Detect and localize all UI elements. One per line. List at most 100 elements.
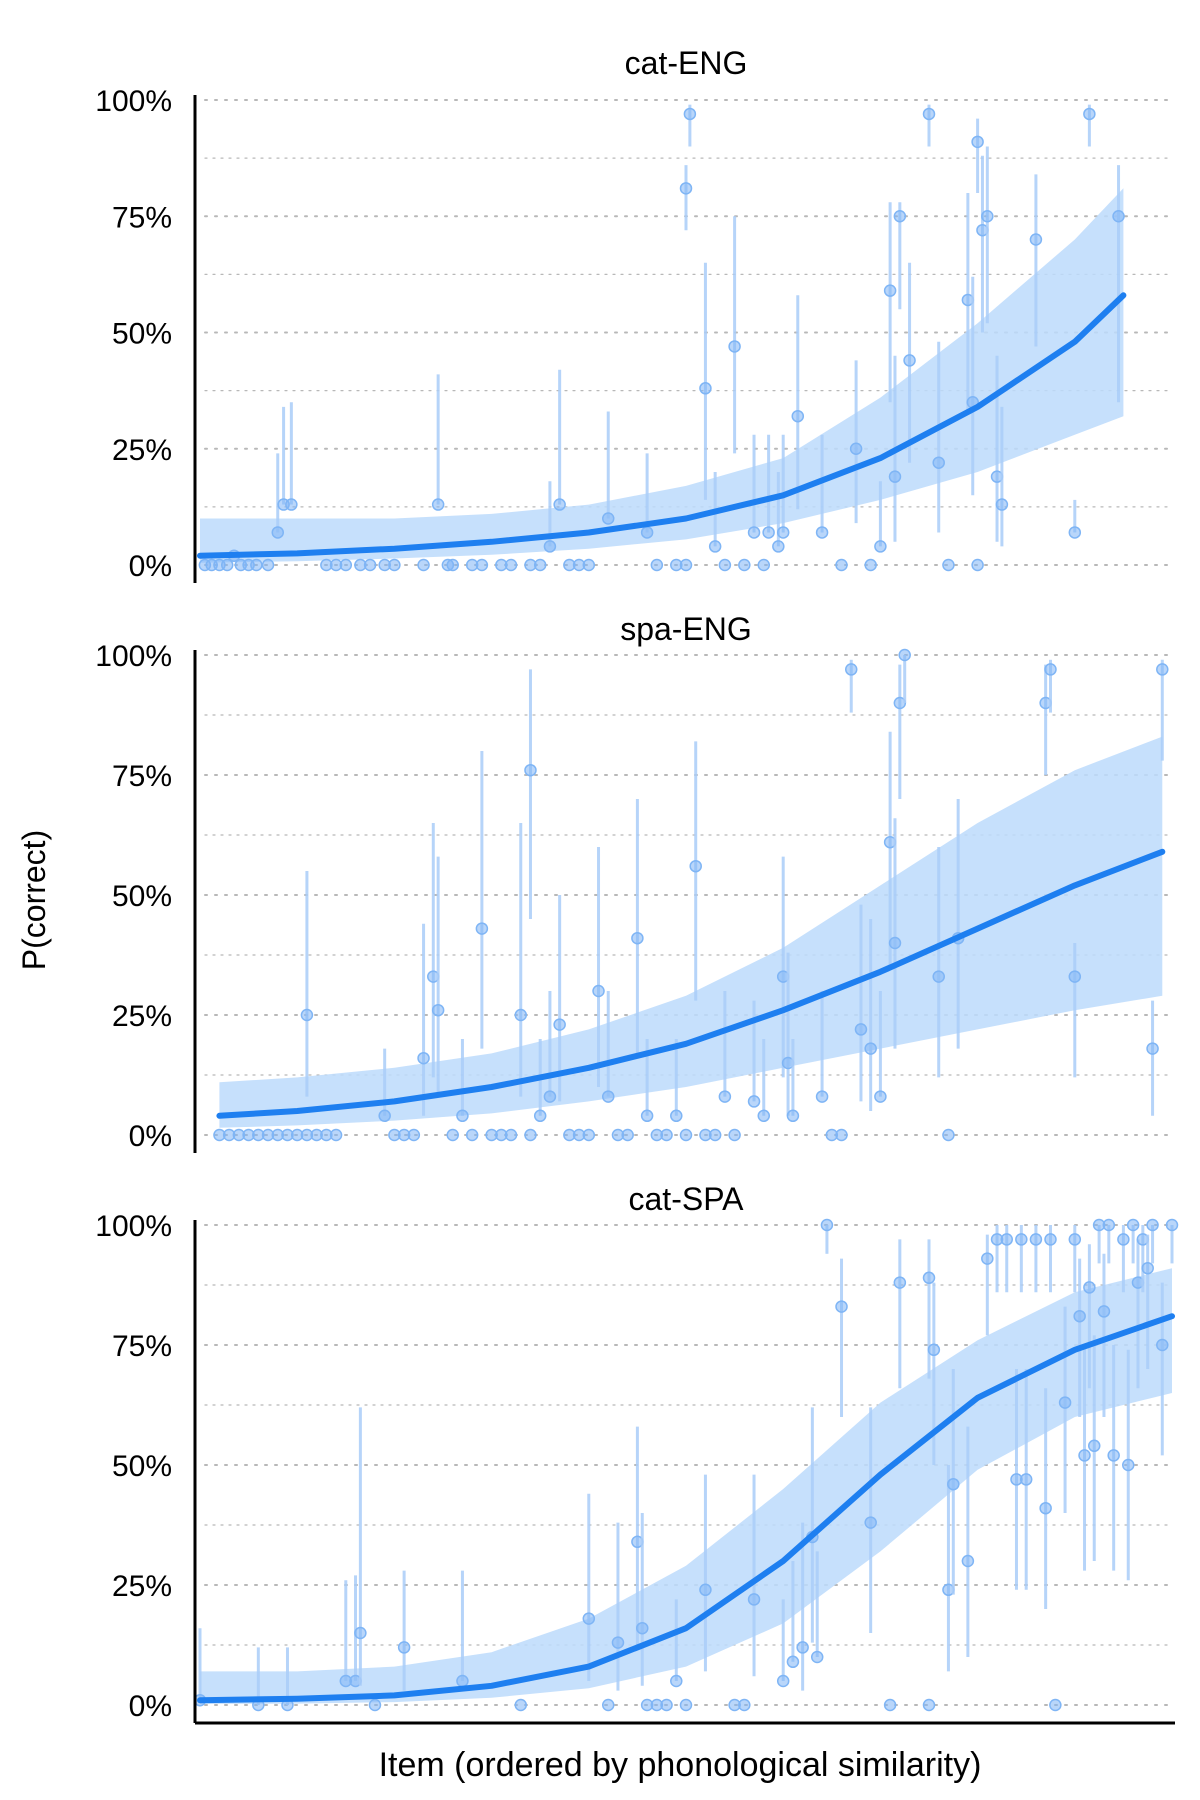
data-point <box>601 1090 615 1103</box>
data-point <box>1117 1233 1130 1246</box>
data-point <box>849 442 863 455</box>
data-point <box>864 558 877 572</box>
data-point <box>1107 1449 1120 1462</box>
data-point <box>524 763 537 777</box>
data-point <box>708 1128 722 1142</box>
data-point <box>1039 1501 1052 1515</box>
data-point <box>883 1698 897 1712</box>
y-tick-label: 75% <box>112 201 172 234</box>
data-point <box>903 354 916 367</box>
data-point <box>689 859 702 873</box>
data-point <box>1087 1439 1101 1453</box>
panel-title: spa-ENG <box>620 611 752 647</box>
data-point <box>543 540 557 553</box>
data-point <box>815 1090 829 1103</box>
data-point <box>514 1008 528 1022</box>
data-point <box>981 210 994 223</box>
data-point <box>582 1128 596 1142</box>
data-point <box>1068 1233 1082 1246</box>
data-point <box>582 1612 596 1625</box>
data-point <box>456 1109 469 1123</box>
data-point <box>475 558 489 572</box>
data-point <box>354 1626 367 1640</box>
data-point <box>942 1128 955 1142</box>
data-point <box>431 498 445 511</box>
panel-cat-ENG: cat-ENG 0% 25% 50% 75% 100% <box>95 45 1173 583</box>
data-point <box>417 1051 430 1065</box>
data-point <box>592 984 605 998</box>
data-point <box>961 1554 975 1568</box>
data-point <box>621 1128 634 1142</box>
data-point <box>601 512 615 525</box>
data-point <box>874 1090 887 1103</box>
data-point <box>747 1095 761 1108</box>
confidence-ribbon <box>200 188 1124 563</box>
data-point <box>660 1698 673 1712</box>
data-point <box>796 1641 809 1654</box>
data-point <box>893 210 907 223</box>
data-point <box>1122 1458 1135 1472</box>
data-point <box>514 1698 528 1712</box>
data-point <box>250 558 263 572</box>
data-point <box>504 558 518 572</box>
data-point <box>329 1128 343 1142</box>
data-point <box>679 558 693 572</box>
data-point <box>971 558 984 572</box>
data-point <box>1165 1218 1179 1232</box>
data-point <box>898 648 911 662</box>
data-point <box>640 526 654 539</box>
data-point <box>1112 210 1125 223</box>
data-point <box>776 526 790 539</box>
data-point <box>553 498 566 511</box>
data-point <box>378 1109 391 1123</box>
data-point <box>670 1674 683 1688</box>
data-point <box>864 1516 877 1529</box>
data-point <box>888 936 902 950</box>
data-point <box>1078 1449 1091 1462</box>
data-point <box>708 540 722 553</box>
data-point <box>683 107 697 121</box>
data-point <box>1029 233 1043 246</box>
data-point <box>757 1109 771 1123</box>
data-point <box>1083 1281 1096 1294</box>
data-point <box>835 558 848 572</box>
data-point <box>397 1641 411 1654</box>
data-point <box>776 1674 790 1688</box>
data-point <box>533 1109 547 1123</box>
data-point <box>932 456 945 469</box>
data-point <box>699 382 712 395</box>
data-point <box>810 1650 824 1664</box>
data-point <box>543 1090 557 1103</box>
data-point <box>679 1128 693 1142</box>
data-point <box>786 1655 800 1669</box>
data-point <box>407 1128 421 1142</box>
data-point <box>942 558 955 572</box>
data-point <box>363 558 377 572</box>
data-point <box>611 1636 625 1649</box>
y-tick-label: 75% <box>112 1330 172 1363</box>
y-tick-label: 100% <box>95 1210 172 1243</box>
y-tick-label: 25% <box>112 1000 172 1033</box>
data-point <box>679 182 693 195</box>
y-tick-label: 25% <box>112 1570 172 1603</box>
data-point <box>844 663 858 676</box>
data-point <box>835 1300 848 1313</box>
y-tick-label: 50% <box>112 880 172 913</box>
data-point <box>874 540 887 553</box>
data-point <box>660 1128 673 1142</box>
y-tick-label: 0% <box>129 1690 172 1723</box>
data-point <box>1019 1473 1033 1486</box>
y-tick-label: 0% <box>129 1120 172 1153</box>
data-point <box>922 107 936 121</box>
data-point <box>220 558 234 572</box>
data-point <box>757 558 771 572</box>
data-point <box>971 135 984 149</box>
data-point <box>640 1109 654 1123</box>
data-point <box>1000 1233 1014 1246</box>
data-point <box>922 1698 936 1712</box>
fit-line <box>197 292 1127 559</box>
data-point <box>1102 1218 1116 1232</box>
data-point <box>947 1477 960 1491</box>
data-point <box>762 526 775 539</box>
